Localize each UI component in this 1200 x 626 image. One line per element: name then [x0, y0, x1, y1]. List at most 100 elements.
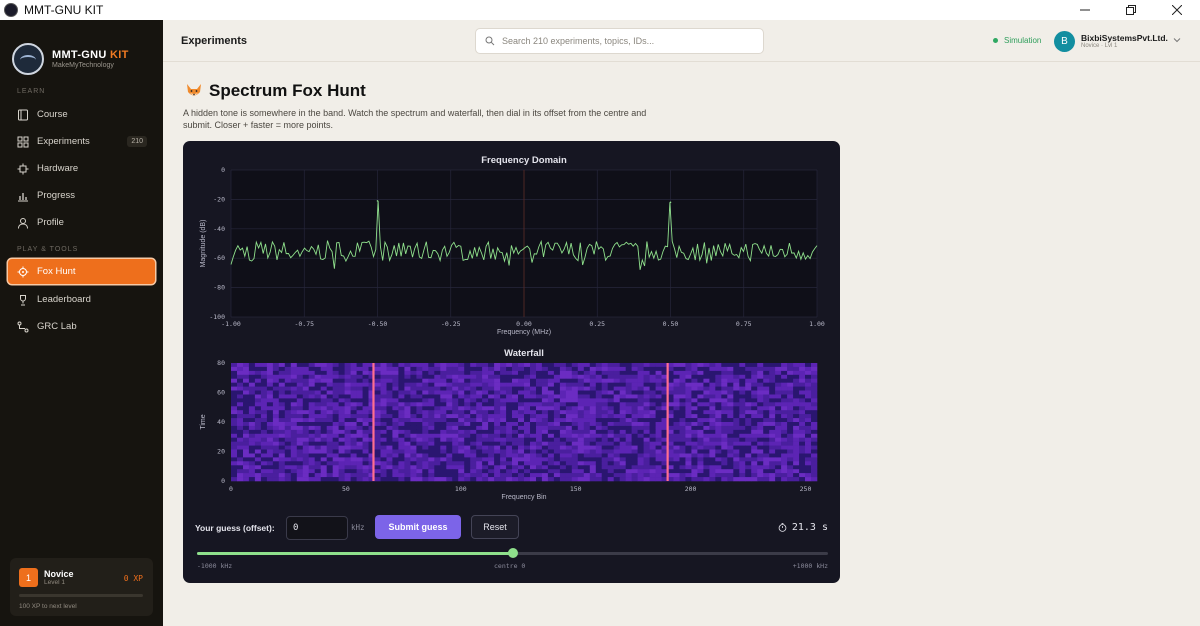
waterfall-cell	[757, 394, 764, 399]
sidebar-item-grc-lab[interactable]: GRC Lab	[0, 313, 163, 340]
waterfall-cell	[476, 378, 483, 383]
search-box[interactable]	[475, 28, 764, 54]
waterfall-cell	[344, 398, 351, 403]
waterfall-cell	[805, 441, 812, 446]
waterfall-cell	[374, 425, 381, 431]
waterfall-cell	[805, 366, 812, 372]
waterfall-cell	[416, 477, 423, 482]
sidebar-item-hardware[interactable]: Hardware	[0, 155, 163, 182]
waterfall-cell	[691, 410, 698, 415]
waterfall-cell	[494, 418, 501, 423]
waterfall-cell	[721, 477, 728, 482]
waterfall-cell	[458, 445, 465, 450]
waterfall-cell	[643, 386, 650, 391]
waterfall-cell	[428, 473, 435, 478]
waterfall-cell	[811, 370, 818, 376]
waterfall-cell	[464, 370, 471, 376]
avatar[interactable]: B	[1054, 31, 1075, 52]
waterfall-cell	[410, 437, 417, 442]
offset-slider[interactable]	[197, 548, 828, 558]
waterfall-cell	[541, 477, 549, 482]
waterfall-cell	[464, 378, 471, 383]
waterfall-cell	[410, 453, 417, 458]
minimize-button[interactable]	[1062, 0, 1108, 20]
waterfall-cell	[553, 406, 561, 411]
waterfall-cell	[697, 461, 704, 466]
brand[interactable]: MMT-GNU KIT MakeMyTechnology	[0, 20, 163, 82]
waterfall-cell	[290, 449, 298, 454]
waterfall-cell	[697, 366, 704, 372]
waterfall-cell	[530, 394, 537, 399]
waterfall-cell	[685, 410, 692, 415]
waterfall-cell	[625, 437, 632, 442]
waterfall-cell	[631, 449, 638, 454]
waterfall-cell	[470, 441, 477, 446]
waterfall-cell	[434, 363, 441, 368]
user-name[interactable]: BixbiSystemsPvt.Ltd.	[1081, 33, 1168, 43]
restore-button[interactable]	[1108, 0, 1154, 20]
waterfall-cell	[781, 469, 788, 474]
waterfall-cell	[661, 398, 668, 403]
waterfall-y-axis-label: Time	[200, 414, 207, 429]
waterfall-cell	[260, 437, 268, 442]
sidebar-item-course[interactable]: Course	[0, 101, 163, 128]
waterfall-cell	[637, 398, 644, 403]
waterfall-cell	[536, 374, 543, 379]
waterfall-cell	[536, 469, 543, 474]
chevron-down-icon[interactable]	[1172, 35, 1182, 45]
waterfall-cell	[745, 414, 752, 419]
waterfall-cell	[697, 425, 704, 431]
waterfall-cell	[679, 461, 686, 466]
waterfall-cell	[434, 394, 441, 399]
sidebar-item-fox-hunt[interactable]: Fox Hunt	[8, 259, 155, 284]
waterfall-cell	[679, 422, 686, 427]
waterfall-cell	[284, 410, 292, 415]
waterfall-cell	[290, 390, 298, 395]
waterfall-cell	[607, 461, 614, 466]
waterfall-cell	[763, 370, 770, 376]
waterfall-cell	[613, 394, 620, 399]
waterfall-cell	[296, 465, 304, 470]
close-button[interactable]	[1154, 0, 1200, 20]
spectrum-peak	[669, 201, 672, 204]
waterfall-cell	[769, 437, 776, 442]
waterfall-cell	[530, 363, 537, 368]
waterfall-cell	[386, 374, 393, 379]
waterfall-cell	[476, 366, 483, 372]
waterfall-cell	[308, 410, 315, 415]
waterfall-cell	[338, 363, 345, 368]
slider-thumb[interactable]	[507, 548, 518, 558]
sidebar-item-progress[interactable]: Progress	[0, 182, 163, 209]
waterfall-cell	[482, 433, 489, 438]
waterfall-cell	[506, 410, 513, 415]
waterfall-cell	[553, 437, 561, 442]
waterfall-cell	[524, 414, 531, 419]
waterfall-cell	[248, 422, 256, 427]
guess-input[interactable]	[286, 516, 348, 540]
waterfall-cell	[745, 374, 752, 379]
waterfall-cell	[571, 418, 579, 423]
waterfall-cell	[434, 422, 441, 427]
waterfall-cell	[356, 457, 363, 462]
waterfall-cell	[601, 374, 608, 379]
reset-button[interactable]: Reset	[471, 515, 519, 539]
sidebar-item-profile[interactable]: Profile	[0, 209, 163, 236]
waterfall-cell	[727, 390, 734, 395]
waterfall-cell	[428, 370, 435, 376]
waterfall-cell	[231, 449, 238, 454]
waterfall-cell	[494, 461, 501, 466]
waterfall-cell	[655, 418, 662, 423]
sidebar-item-leaderboard[interactable]: Leaderboard	[0, 286, 163, 313]
waterfall-cell	[302, 449, 310, 454]
waterfall-cell	[619, 433, 626, 438]
waterfall-cell	[793, 433, 800, 438]
sidebar-item-experiments[interactable]: Experiments 210	[0, 128, 163, 155]
waterfall-cell	[518, 441, 525, 446]
waterfall-cell	[565, 449, 573, 454]
waterfall-cell	[703, 398, 710, 403]
waterfall-cell	[464, 465, 471, 470]
submit-guess-button[interactable]: Submit guess	[375, 515, 461, 539]
search-input[interactable]	[502, 36, 752, 46]
waterfall-cell	[231, 414, 238, 419]
waterfall-cell	[583, 410, 591, 415]
